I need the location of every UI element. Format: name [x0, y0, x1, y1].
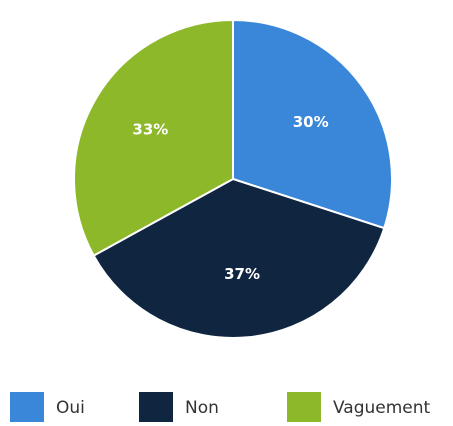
pie-slice [232, 18, 393, 230]
legend-label: Vaguement [333, 398, 431, 418]
legend-label: Oui [56, 398, 85, 418]
legend-swatch [10, 392, 44, 422]
pie-slice [73, 18, 234, 257]
legend-swatch [139, 392, 173, 422]
legend-swatch [287, 392, 321, 422]
pie-slice [92, 177, 386, 339]
data-label: 33% [132, 121, 168, 139]
legend-label: Non [185, 398, 219, 418]
data-label: 37% [224, 265, 260, 283]
data-label: 30% [293, 113, 329, 131]
